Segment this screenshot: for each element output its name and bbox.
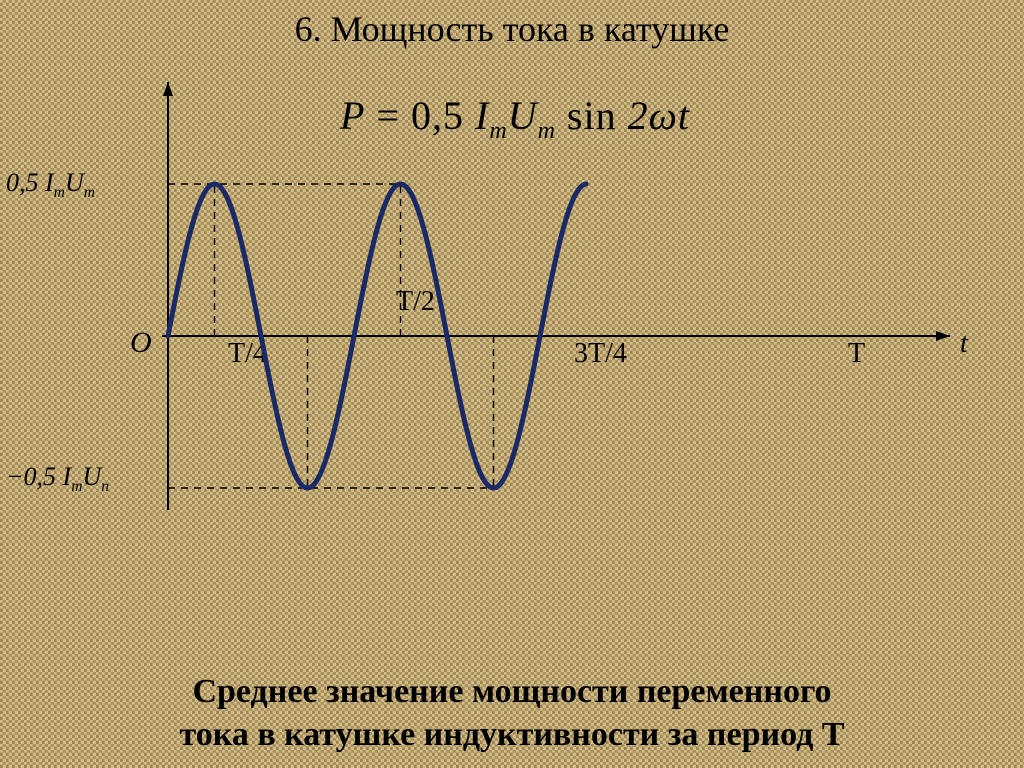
summary-line-1: Среднее значение мощности переменного bbox=[192, 673, 831, 710]
power-sine-chart bbox=[0, 0, 1024, 600]
summary-text: Среднее значение мощности переменного то… bbox=[0, 671, 1024, 756]
summary-line-2: тока в катушке индуктивности за период Т bbox=[179, 716, 844, 753]
